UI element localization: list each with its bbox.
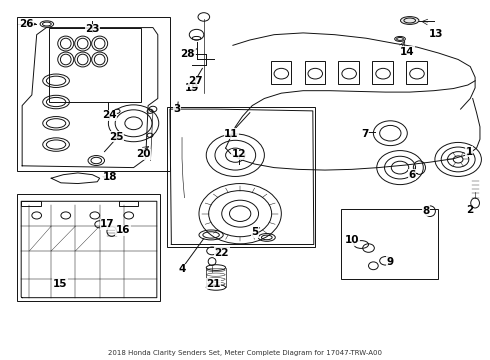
Text: 5: 5: [251, 227, 258, 237]
Text: 8: 8: [422, 206, 429, 216]
Text: 22: 22: [215, 248, 229, 258]
Text: 18: 18: [103, 172, 118, 182]
Ellipse shape: [400, 17, 419, 24]
Bar: [339, 61, 359, 84]
Bar: [270, 61, 291, 84]
Text: 21: 21: [206, 279, 221, 289]
Text: 27: 27: [188, 76, 203, 86]
Text: 20: 20: [136, 149, 150, 159]
Text: 16: 16: [116, 225, 130, 235]
Bar: [119, 201, 138, 206]
Bar: [168, 107, 315, 247]
Text: 25: 25: [109, 132, 124, 142]
Text: 1: 1: [466, 147, 473, 157]
Text: 17: 17: [100, 219, 115, 229]
Bar: [17, 17, 170, 171]
Bar: [305, 61, 325, 84]
Bar: [21, 201, 41, 206]
Text: 26: 26: [19, 19, 33, 29]
Text: 28: 28: [181, 49, 195, 59]
Text: 6: 6: [409, 170, 416, 180]
Text: 13: 13: [429, 29, 443, 39]
Text: 12: 12: [231, 149, 246, 159]
Bar: [406, 61, 427, 84]
Bar: [17, 194, 160, 301]
Bar: [341, 210, 438, 279]
Text: 23: 23: [85, 24, 99, 34]
Text: 10: 10: [345, 235, 360, 245]
Text: 2018 Honda Clarity Senders Set, Meter Complete Diagram for 17047-TRW-A00: 2018 Honda Clarity Senders Set, Meter Co…: [108, 350, 382, 356]
Bar: [49, 28, 141, 102]
Bar: [372, 61, 393, 84]
Text: 15: 15: [53, 279, 67, 289]
Text: 4: 4: [178, 264, 186, 274]
Text: 2: 2: [466, 205, 473, 215]
Text: 9: 9: [387, 257, 394, 266]
Text: 3: 3: [173, 104, 181, 114]
Text: 11: 11: [224, 129, 239, 139]
Text: 19: 19: [185, 83, 199, 93]
Text: 14: 14: [400, 47, 415, 57]
Text: 24: 24: [102, 111, 117, 121]
Text: 7: 7: [362, 129, 369, 139]
